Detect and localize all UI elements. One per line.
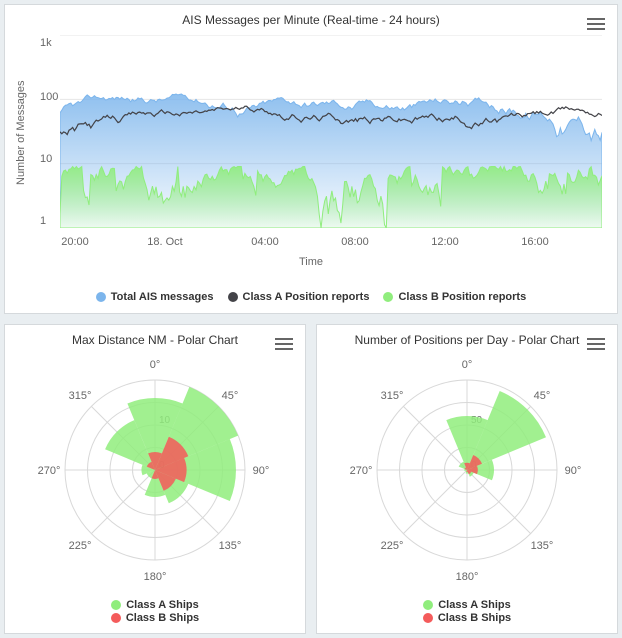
- legend-dot-icon: [423, 613, 433, 623]
- svg-text:135°: 135°: [219, 540, 242, 552]
- polar-svg-wrap: 0°45°90°135°180°225°270°315°050: [317, 355, 617, 585]
- legend-item[interactable]: Class B Ships: [5, 612, 305, 624]
- y-tick: 100: [40, 91, 58, 103]
- legend-label: Class A Ships: [126, 599, 199, 611]
- legend-dot-icon: [111, 600, 121, 610]
- chart-legend: Total AIS messages Class A Position repo…: [5, 291, 617, 303]
- polar-right-panel: Number of Positions per Day - Polar Char…: [316, 324, 618, 634]
- svg-text:315°: 315°: [381, 390, 404, 402]
- svg-text:225°: 225°: [381, 540, 404, 552]
- legend-item[interactable]: Class A Position reports: [228, 291, 370, 303]
- polar-row: Max Distance NM - Polar Chart 0° 45° 90° 13…: [4, 324, 618, 634]
- x-axis-title: Time: [299, 256, 323, 268]
- legend-item[interactable]: Total AIS messages: [96, 291, 214, 303]
- svg-text:90°: 90°: [565, 465, 582, 477]
- svg-text:225°: 225°: [69, 540, 92, 552]
- svg-text:45°: 45°: [534, 390, 551, 402]
- legend-label: Total AIS messages: [111, 291, 214, 303]
- legend-item[interactable]: Class B Ships: [317, 612, 617, 624]
- legend-label: Class B Ships: [126, 612, 199, 624]
- y-tick: 1k: [40, 37, 52, 49]
- svg-text:270°: 270°: [350, 465, 373, 477]
- plot-area: [60, 35, 602, 228]
- legend-dot-icon: [383, 292, 393, 302]
- svg-text:90°: 90°: [253, 465, 270, 477]
- legend-dot-icon: [423, 600, 433, 610]
- polar-svg: 0°45°90°135°180°225°270°315°010: [15, 355, 295, 585]
- polar-legend: Class A Ships Class B Ships: [317, 598, 617, 625]
- legend-dot-icon: [111, 613, 121, 623]
- legend-label: Class B Ships: [438, 612, 511, 624]
- svg-text:0°: 0°: [150, 359, 161, 371]
- legend-item[interactable]: Class B Position reports: [383, 291, 526, 303]
- svg-text:0°: 0°: [462, 359, 473, 371]
- legend-dot-icon: [96, 292, 106, 302]
- x-tick: 18. Oct: [147, 236, 182, 248]
- x-tick: 08:00: [341, 236, 369, 248]
- x-tick: 04:00: [251, 236, 279, 248]
- svg-text:180°: 180°: [456, 571, 479, 583]
- chart-title: AIS Messages per Minute (Real-time - 24 …: [5, 5, 617, 27]
- svg-text:315°: 315°: [69, 390, 92, 402]
- polar-left-panel: Max Distance NM - Polar Chart 0° 45° 90° 13…: [4, 324, 306, 634]
- legend-label: Class B Position reports: [398, 291, 526, 303]
- timeseries-svg: [60, 35, 602, 228]
- legend-item[interactable]: Class A Ships: [5, 599, 305, 611]
- chart-menu-icon[interactable]: [587, 335, 605, 349]
- svg-text:180°: 180°: [144, 571, 167, 583]
- legend-dot-icon: [228, 292, 238, 302]
- chart-title: Max Distance NM - Polar Chart: [5, 325, 305, 347]
- y-axis-title: Number of Messages: [15, 80, 27, 185]
- legend-item[interactable]: Class A Ships: [317, 599, 617, 611]
- polar-svg-wrap: 0°45°90°135°180°225°270°315°010: [5, 355, 305, 585]
- chart-menu-icon[interactable]: [275, 335, 293, 349]
- polar-legend: Class A Ships Class B Ships: [5, 598, 305, 625]
- x-tick: 16:00: [521, 236, 549, 248]
- x-tick: 20:00: [61, 236, 89, 248]
- chart-title: Number of Positions per Day - Polar Char…: [317, 325, 617, 347]
- chart-menu-icon[interactable]: [587, 15, 605, 29]
- y-tick: 1: [40, 215, 46, 227]
- polar-svg: 0°45°90°135°180°225°270°315°050: [327, 355, 607, 585]
- ais-messages-chart-panel: AIS Messages per Minute (Real-time - 24 …: [4, 4, 618, 314]
- legend-label: Class A Ships: [438, 599, 511, 611]
- svg-text:135°: 135°: [531, 540, 554, 552]
- x-tick: 12:00: [431, 236, 459, 248]
- svg-text:45°: 45°: [222, 390, 239, 402]
- svg-text:270°: 270°: [38, 465, 61, 477]
- y-tick: 10: [40, 153, 52, 165]
- legend-label: Class A Position reports: [243, 291, 370, 303]
